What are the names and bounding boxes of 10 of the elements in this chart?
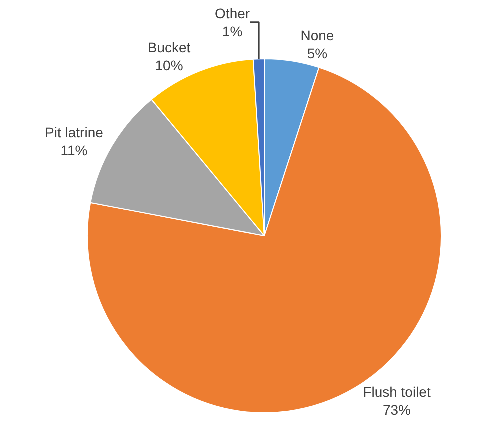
- data-label: 73%: [382, 402, 412, 418]
- slice-label: Bucket: [148, 40, 191, 56]
- slice-label: Flush toilet: [363, 384, 431, 400]
- slice-label: None: [300, 27, 334, 44]
- data-label: 1%: [222, 24, 243, 40]
- data-label: 10%: [155, 58, 184, 74]
- slice-label: Pit latrine: [45, 124, 104, 140]
- data-label: 11%: [60, 142, 88, 159]
- data-label: 5%: [307, 46, 328, 62]
- slice-label: Other: [215, 5, 250, 22]
